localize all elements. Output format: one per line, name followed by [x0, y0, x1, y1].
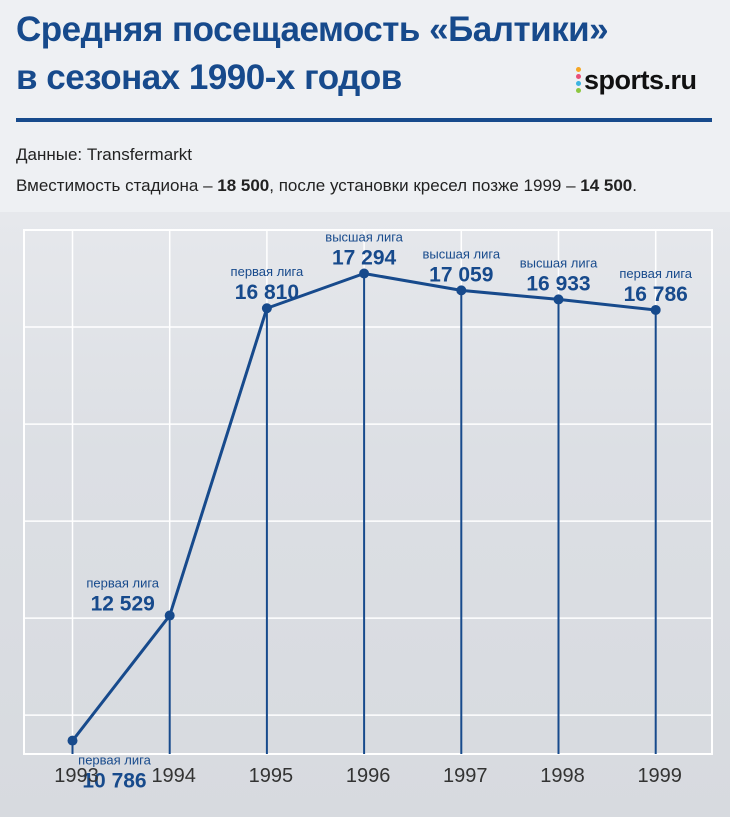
- title-line-1: Средняя посещаемость «Балтики»: [16, 10, 609, 49]
- value-label: 16 786: [624, 283, 688, 306]
- title-line-2: в сезонах 1990-х годов: [16, 58, 402, 97]
- data-point: [359, 268, 370, 279]
- capacity-after-value: 14 500: [580, 176, 633, 195]
- capacity-prefix: Вместимость стадиона –: [16, 176, 218, 195]
- logo-dot: [576, 67, 581, 72]
- league-label: первая лига: [86, 576, 159, 591]
- header: Средняя посещаемость «Балтики» в сезонах…: [0, 0, 730, 124]
- league-label: первая лига: [78, 753, 151, 768]
- value-label: 12 529: [91, 593, 155, 616]
- value-label: 17 294: [332, 246, 397, 269]
- value-label: 17 059: [429, 263, 493, 286]
- x-tick-label: 1997: [443, 765, 488, 787]
- data-point: [553, 294, 564, 305]
- logo-dots-icon: [576, 67, 581, 93]
- data-point: [164, 610, 175, 621]
- data-point: [456, 285, 467, 296]
- sports-ru-logo[interactable]: sports.ru: [576, 64, 697, 96]
- logo-text: sports.ru: [584, 64, 697, 95]
- header-divider: [16, 118, 712, 122]
- logo-dot: [576, 81, 581, 86]
- data-point: [650, 304, 661, 315]
- value-label: 16 933: [526, 272, 590, 295]
- x-tick-label: 1995: [249, 765, 294, 787]
- capacity-suffix: .: [632, 176, 637, 195]
- value-label: 10 786: [82, 770, 146, 793]
- capacity-middle: , после установки кресел позже 1999 –: [269, 176, 581, 195]
- plot-frame: [23, 229, 713, 755]
- league-label: высшая лига: [423, 246, 501, 261]
- data-point: [261, 303, 272, 314]
- capacity-note: Вместимость стадиона – 18 500, после уст…: [16, 176, 637, 196]
- x-tick-label: 1999: [637, 765, 682, 787]
- data-source: Данные: Transfermarkt: [16, 145, 193, 164]
- x-tick-label: 1993: [54, 765, 99, 787]
- league-label: первая лига: [619, 266, 692, 281]
- chart-title: Средняя посещаемость «Балтики» в сезонах…: [16, 6, 676, 102]
- league-label: первая лига: [231, 264, 304, 279]
- data-point: [67, 735, 78, 746]
- logo-dot: [576, 74, 581, 79]
- x-tick-label: 1998: [540, 765, 585, 787]
- capacity-value: 18 500: [217, 176, 270, 195]
- x-tick-label: 1996: [346, 765, 391, 787]
- logo-dot: [576, 88, 581, 93]
- league-label: высшая лига: [325, 229, 403, 244]
- value-label: 16 810: [235, 281, 299, 304]
- league-label: высшая лига: [520, 255, 598, 270]
- x-tick-label: 1994: [151, 765, 196, 787]
